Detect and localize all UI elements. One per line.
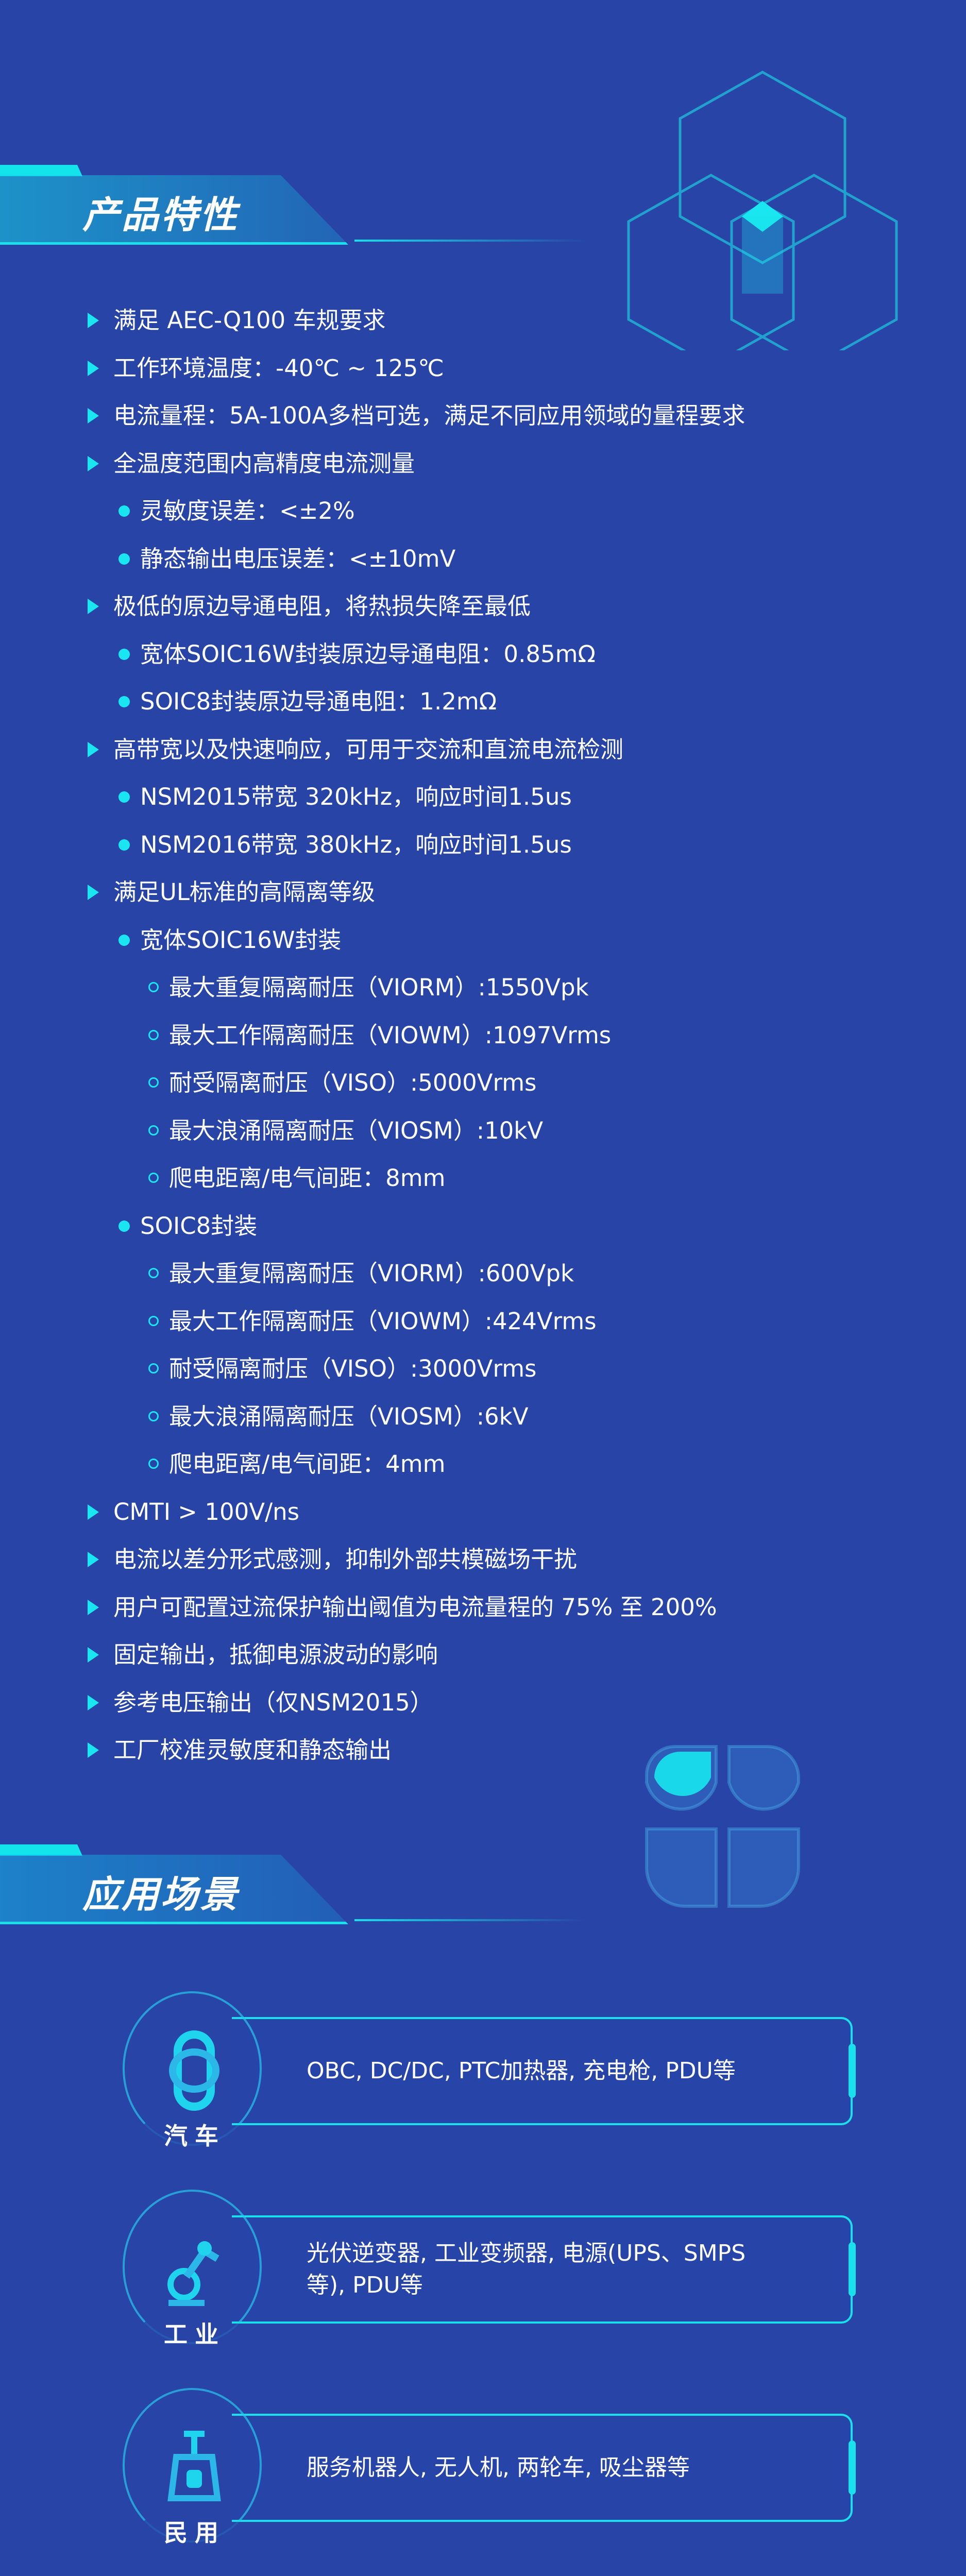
triangle-bullet-icon (88, 455, 99, 471)
petal-decoration (645, 1745, 800, 1908)
feature-item: NSM2016带宽 380kHz，响应时间1.5us (140, 831, 572, 858)
triangle-bullet-icon (88, 885, 99, 900)
feature-item: 最大工作隔离耐压（VIOWM）:1097Vrms (169, 1021, 612, 1049)
header-band (0, 175, 348, 245)
dot-bullet-icon (118, 648, 130, 660)
triangle-bullet-icon (88, 741, 99, 757)
circle-bullet-icon (148, 1268, 159, 1278)
circle-bullet-icon (148, 982, 159, 992)
dot-bullet-icon (118, 505, 130, 517)
dot-bullet-icon (118, 553, 130, 565)
dot-bullet-icon (118, 839, 130, 851)
triangle-bullet-icon (88, 1504, 99, 1520)
features-title: 产品特性 (82, 193, 240, 236)
feature-item: 工厂校准灵敏度和静态输出 (113, 1736, 392, 1764)
application-label: 汽车 (164, 2122, 226, 2150)
circle-bullet-icon (148, 1411, 159, 1421)
circle-bullet-icon (148, 1363, 159, 1374)
triangle-bullet-icon (88, 360, 99, 376)
feature-item: 固定输出，抵御电源波动的影响 (113, 1641, 438, 1668)
application-card: OBC, DC/DC, PTC加热器, 充电枪, PDU等 (232, 2017, 856, 2125)
triangle-bullet-icon (88, 408, 99, 423)
application-icon-circle (123, 1991, 262, 2146)
card-accent-bar (849, 2441, 856, 2495)
features-header: 产品特性 (0, 165, 586, 247)
applications-title: 应用场景 (82, 1873, 240, 1916)
feature-item: 静态输出电压误差：<±10mV (140, 545, 456, 572)
feature-item: 参考电压输出（仅NSM2015） (113, 1688, 433, 1716)
circle-bullet-icon (148, 1029, 159, 1040)
triangle-bullet-icon (88, 313, 99, 328)
header-band (0, 1855, 348, 1924)
feature-item: 用户可配置过流保护输出阈值为电流量程的 75% 至 200% (113, 1593, 717, 1621)
feature-item: NSM2015带宽 320kHz，响应时间1.5us (140, 783, 572, 810)
triangle-bullet-icon (88, 1647, 99, 1663)
triangle-bullet-icon (88, 1742, 99, 1758)
dot-bullet-icon (118, 696, 130, 707)
feature-item: 灵敏度误差：<±2% (140, 497, 355, 524)
feature-item: 爬电距离/电气间距：8mm (169, 1164, 446, 1192)
vacuum-robot-icon (167, 2431, 221, 2501)
card-accent-bar (849, 2242, 856, 2296)
application-label: 工业 (164, 2320, 226, 2348)
feature-item: 耐受隔离耐压（VISO）:5000Vrms (169, 1069, 537, 1096)
circle-bullet-icon (148, 1077, 159, 1088)
feature-item: 宽体SOIC16W封装原边导通电阻：0.85mΩ (140, 640, 596, 668)
hexagon-decoration (627, 71, 898, 350)
car-icon (169, 2030, 219, 2111)
application-text: 服务机器人, 无人机, 两轮车, 吸尘器等 (307, 2454, 690, 2481)
feature-item: 最大重复隔离耐压（VIORM）:600Vpk (169, 1260, 574, 1287)
feature-item: 最大浪涌隔离耐压（VIOSM）:10kV (169, 1116, 544, 1144)
feature-item: 电流以差分形式感测，抑制外部共模磁场干扰 (113, 1546, 578, 1573)
feature-item: 满足 AEC-Q100 车规要求 (113, 307, 386, 334)
application-card: 光伏逆变器, 工业变频器, 电源(UPS、SMPS等), PDU等 (232, 2215, 856, 2324)
feature-item: 全温度范围内高精度电流测量 (113, 449, 415, 477)
application-label: 民用 (164, 2519, 226, 2547)
triangle-bullet-icon (88, 1694, 99, 1710)
feature-item: 最大重复隔离耐压（VIORM）:1550Vpk (169, 974, 589, 1001)
application-text: 光伏逆变器, 工业变频器, 电源(UPS、SMPS等), PDU等 (307, 2240, 746, 2298)
feature-item: 工作环境温度：-40℃ ~ 125℃ (113, 354, 444, 382)
feature-item: 最大浪涌隔离耐压（VIOSM）:6kV (169, 1402, 529, 1430)
dot-bullet-icon (118, 934, 130, 946)
card-accent-bar (849, 2044, 856, 2098)
feature-item: 满足UL标准的高隔离等级 (113, 878, 376, 906)
triangle-bullet-icon (88, 599, 99, 614)
application-icon-circle (123, 2388, 262, 2543)
triangle-bullet-icon (88, 1552, 99, 1567)
circle-bullet-icon (148, 1459, 159, 1469)
circle-bullet-icon (148, 1125, 159, 1136)
triangle-bullet-icon (88, 1599, 99, 1615)
feature-item: 耐受隔离耐压（VISO）:3000Vrms (169, 1355, 537, 1382)
feature-item: 宽体SOIC16W封装 (140, 926, 342, 954)
circle-bullet-icon (148, 1173, 159, 1183)
header-line (354, 240, 586, 242)
applications-header: 应用场景 (0, 1844, 586, 1927)
header-line (354, 1919, 586, 1921)
feature-item: 极低的原边导通电阻，将热损失降至最低 (113, 592, 531, 620)
header-tab-accent (0, 1844, 82, 1856)
feature-item: 电流量程：5A-100A多档可选，满足不同应用领域的量程要求 (113, 402, 745, 429)
circle-bullet-icon (148, 1315, 159, 1326)
feature-item: CMTI > 100V/ns (113, 1498, 300, 1526)
robot-arm-icon (167, 2241, 219, 2306)
feature-item: 爬电距离/电气间距：4mm (169, 1450, 446, 1478)
dot-bullet-icon (118, 1220, 130, 1232)
feature-item: 最大工作隔离耐压（VIOWM）:424Vrms (169, 1307, 597, 1335)
header-tab-accent (0, 165, 82, 176)
application-text: OBC, DC/DC, PTC加热器, 充电枪, PDU等 (307, 2058, 736, 2084)
feature-item: 高带宽以及快速响应，可用于交流和直流电流检测 (113, 735, 624, 763)
feature-item: SOIC8封装 (140, 1212, 258, 1240)
feature-item: SOIC8封装原边导通电阻：1.2mΩ (140, 688, 497, 715)
application-card: 服务机器人, 无人机, 两轮车, 吸尘器等 (232, 2414, 856, 2522)
application-icon-circle (123, 2190, 262, 2344)
dot-bullet-icon (118, 791, 130, 803)
